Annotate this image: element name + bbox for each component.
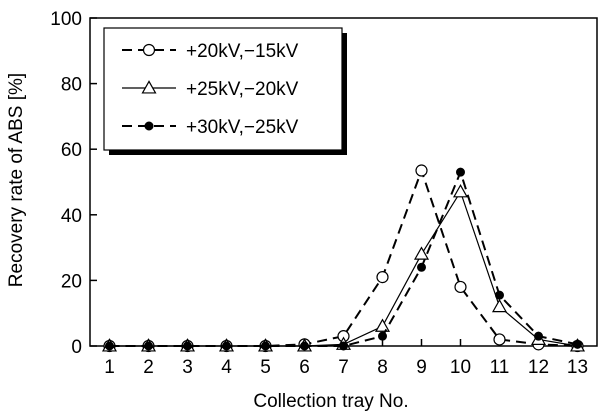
legend-swatch-marker [142, 43, 156, 57]
series-3-point [105, 341, 114, 351]
y-tick-label: 20 [61, 271, 82, 292]
series-1-point [493, 333, 506, 346]
series-3-point [573, 339, 582, 349]
x-tick-label: 2 [143, 357, 154, 378]
series-3-point [456, 167, 465, 177]
series-1-line [109, 167, 578, 347]
series-2-point [452, 184, 469, 198]
series-3-point [261, 341, 270, 351]
y-tick-label: 0 [71, 337, 82, 358]
series-3-point [495, 290, 504, 300]
legend-swatch-marker [144, 121, 154, 131]
series-2-point [413, 246, 430, 260]
y-tick-label: 40 [61, 206, 82, 227]
legend-label: +20kV,−15kV [186, 41, 299, 62]
legend: +20kV,−15kV +25kV,−20kV +30kV,−25kV [103, 27, 347, 155]
legend-label: +25kV,−20kV [186, 79, 299, 100]
x-tick-label: 1 [104, 357, 115, 378]
series-1 [103, 164, 584, 353]
x-tick-label: 10 [450, 357, 471, 378]
series-2-point [491, 298, 508, 313]
series-3-line [109, 169, 578, 347]
series-layer [101, 164, 586, 353]
x-tick-label: 12 [528, 357, 549, 378]
series-3-point [378, 331, 387, 341]
series-3-point [183, 341, 192, 351]
legend-label: +30kV,−25kV [186, 117, 299, 138]
x-tick-label: 8 [377, 357, 388, 378]
x-tick-label: 3 [182, 357, 193, 378]
series-2 [101, 184, 586, 352]
series-3-point [417, 262, 426, 272]
y-tick-label: 60 [61, 140, 82, 161]
series-3-point [144, 341, 153, 351]
y-tick-label: 100 [50, 9, 82, 30]
y-tick-label: 80 [61, 75, 82, 96]
x-tick-label: 6 [299, 357, 310, 378]
series-3 [105, 167, 582, 351]
series-3-point [300, 341, 309, 351]
x-tick-label: 9 [416, 357, 427, 378]
x-tick-label: 11 [490, 357, 510, 378]
x-tick-label: 13 [567, 357, 588, 378]
series-3-point [534, 331, 543, 341]
series-1-point [376, 271, 389, 284]
x-tick-label: 5 [260, 357, 271, 378]
x-axis-title: Collection tray No. [253, 391, 408, 412]
series-2-line [109, 190, 578, 347]
x-tick-label: 7 [338, 357, 349, 378]
series-3-point [222, 341, 231, 351]
series-2-point [374, 318, 391, 332]
legend-swatch-marker [141, 80, 157, 94]
series-1-point [454, 280, 467, 294]
x-tick-label: 4 [221, 357, 232, 378]
series-1-point [415, 164, 428, 177]
series-3-point [339, 341, 348, 351]
y-axis-title: Recovery rate of ABS [%] [6, 73, 27, 287]
